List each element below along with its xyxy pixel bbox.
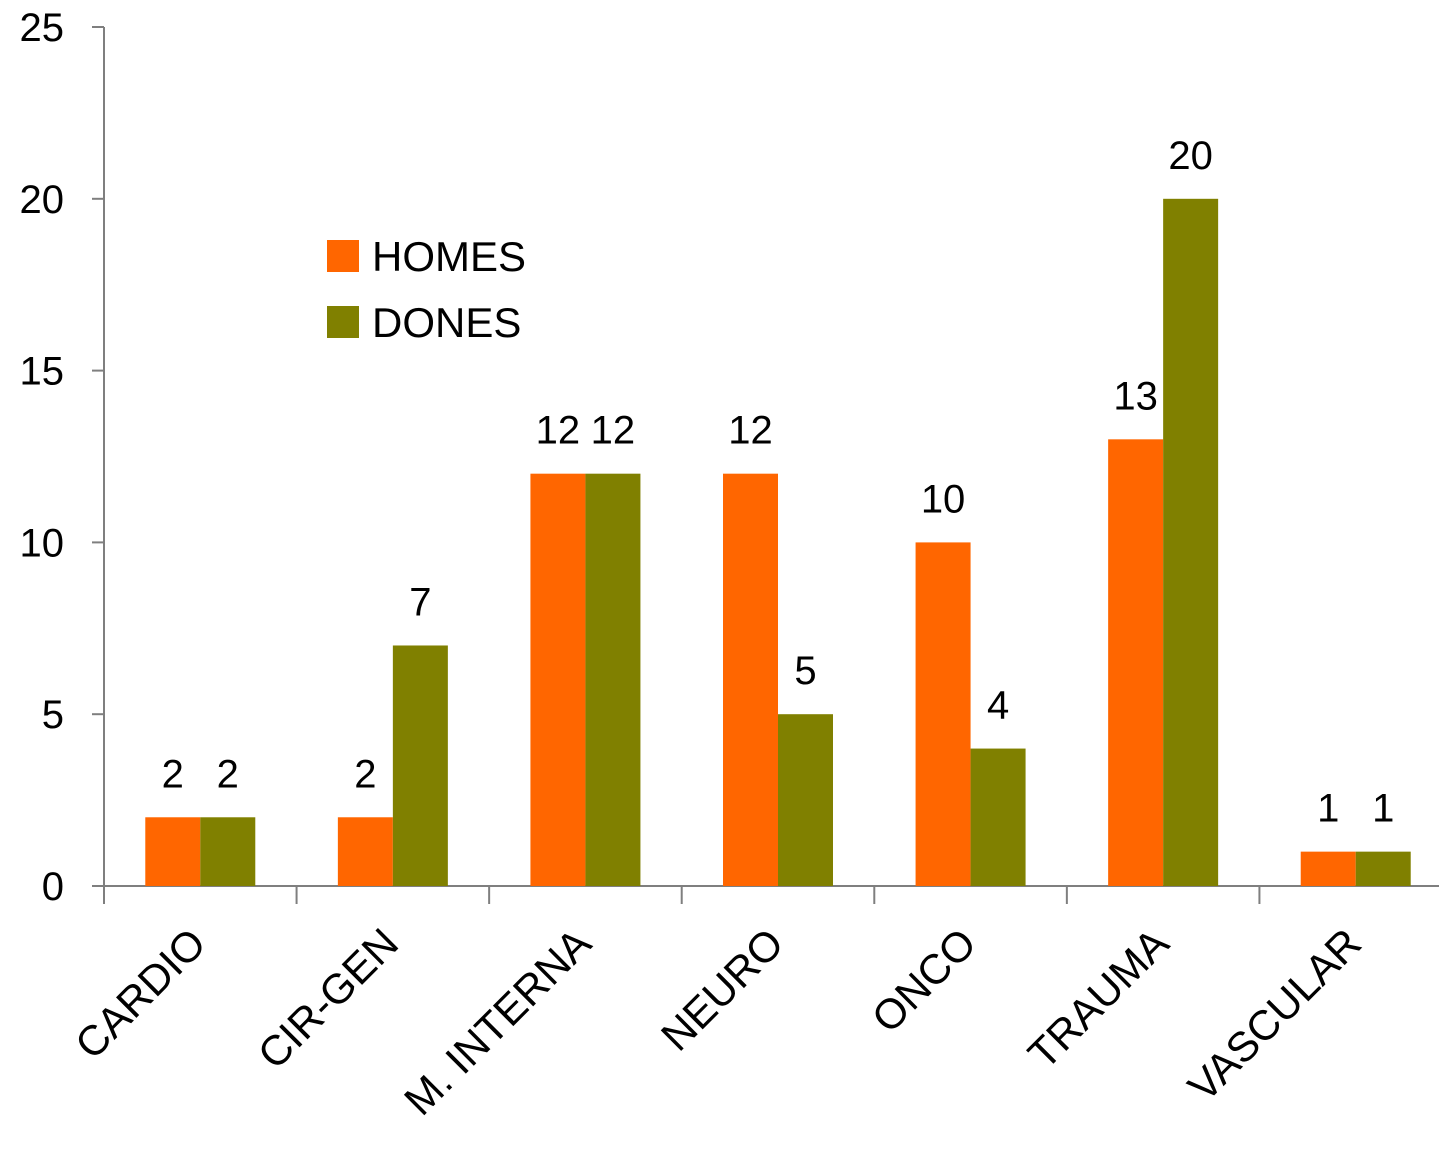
data-label: 2 [354,752,376,796]
x-tick-label: VASCULAR [1179,919,1370,1110]
data-label: 20 [1168,134,1213,178]
y-tick-label: 5 [42,693,64,737]
bars [145,198,1411,887]
bar-dones [585,473,641,886]
bar-homes [915,542,971,886]
y-tick-label: 20 [20,178,65,222]
data-label: 1 [1372,787,1394,831]
y-tick-label: 25 [20,6,65,50]
bar-dones [778,714,833,886]
data-label: 12 [728,409,773,453]
data-label: 2 [217,752,239,796]
bar-dones [970,748,1026,886]
bar-homes [145,817,201,886]
legend-swatch-dones [327,306,359,338]
y-tick-label: 0 [42,865,64,909]
x-tick-label: TRAUMA [1019,919,1178,1078]
bar-dones [200,817,256,886]
bar-dones [1163,198,1219,887]
bar-dones [1355,851,1411,886]
legend-label-dones: DONES [372,299,521,346]
data-label: 12 [536,409,581,453]
data-label: 13 [1113,374,1158,418]
y-tick-label: 15 [20,350,65,394]
legend-swatch-homes [327,240,359,272]
y-axis: 0 5 10 15 20 25 [20,6,105,909]
bar-homes [1108,439,1164,886]
data-label: 2 [162,752,184,796]
x-tick-label: CIR-GEN [249,919,408,1078]
x-tick-label: NEURO [652,919,792,1059]
legend: HOMES DONES [327,233,526,346]
data-label: 5 [794,649,816,693]
bar-homes [723,473,778,886]
bar-dones [392,645,448,886]
data-label: 10 [921,477,966,521]
legend-label-homes: HOMES [372,233,526,280]
data-label: 7 [409,580,431,624]
data-label: 12 [591,409,636,453]
bar-homes [337,817,393,886]
y-tick-label: 10 [20,521,65,565]
bar-homes [530,473,586,886]
bar-homes [1300,851,1356,886]
data-label: 1 [1317,787,1339,831]
x-tick-label: CARDIO [66,919,215,1068]
x-tick-label: M. INTERNA [395,919,600,1124]
data-label: 4 [987,684,1009,728]
x-tick-label: ONCO [863,919,985,1041]
